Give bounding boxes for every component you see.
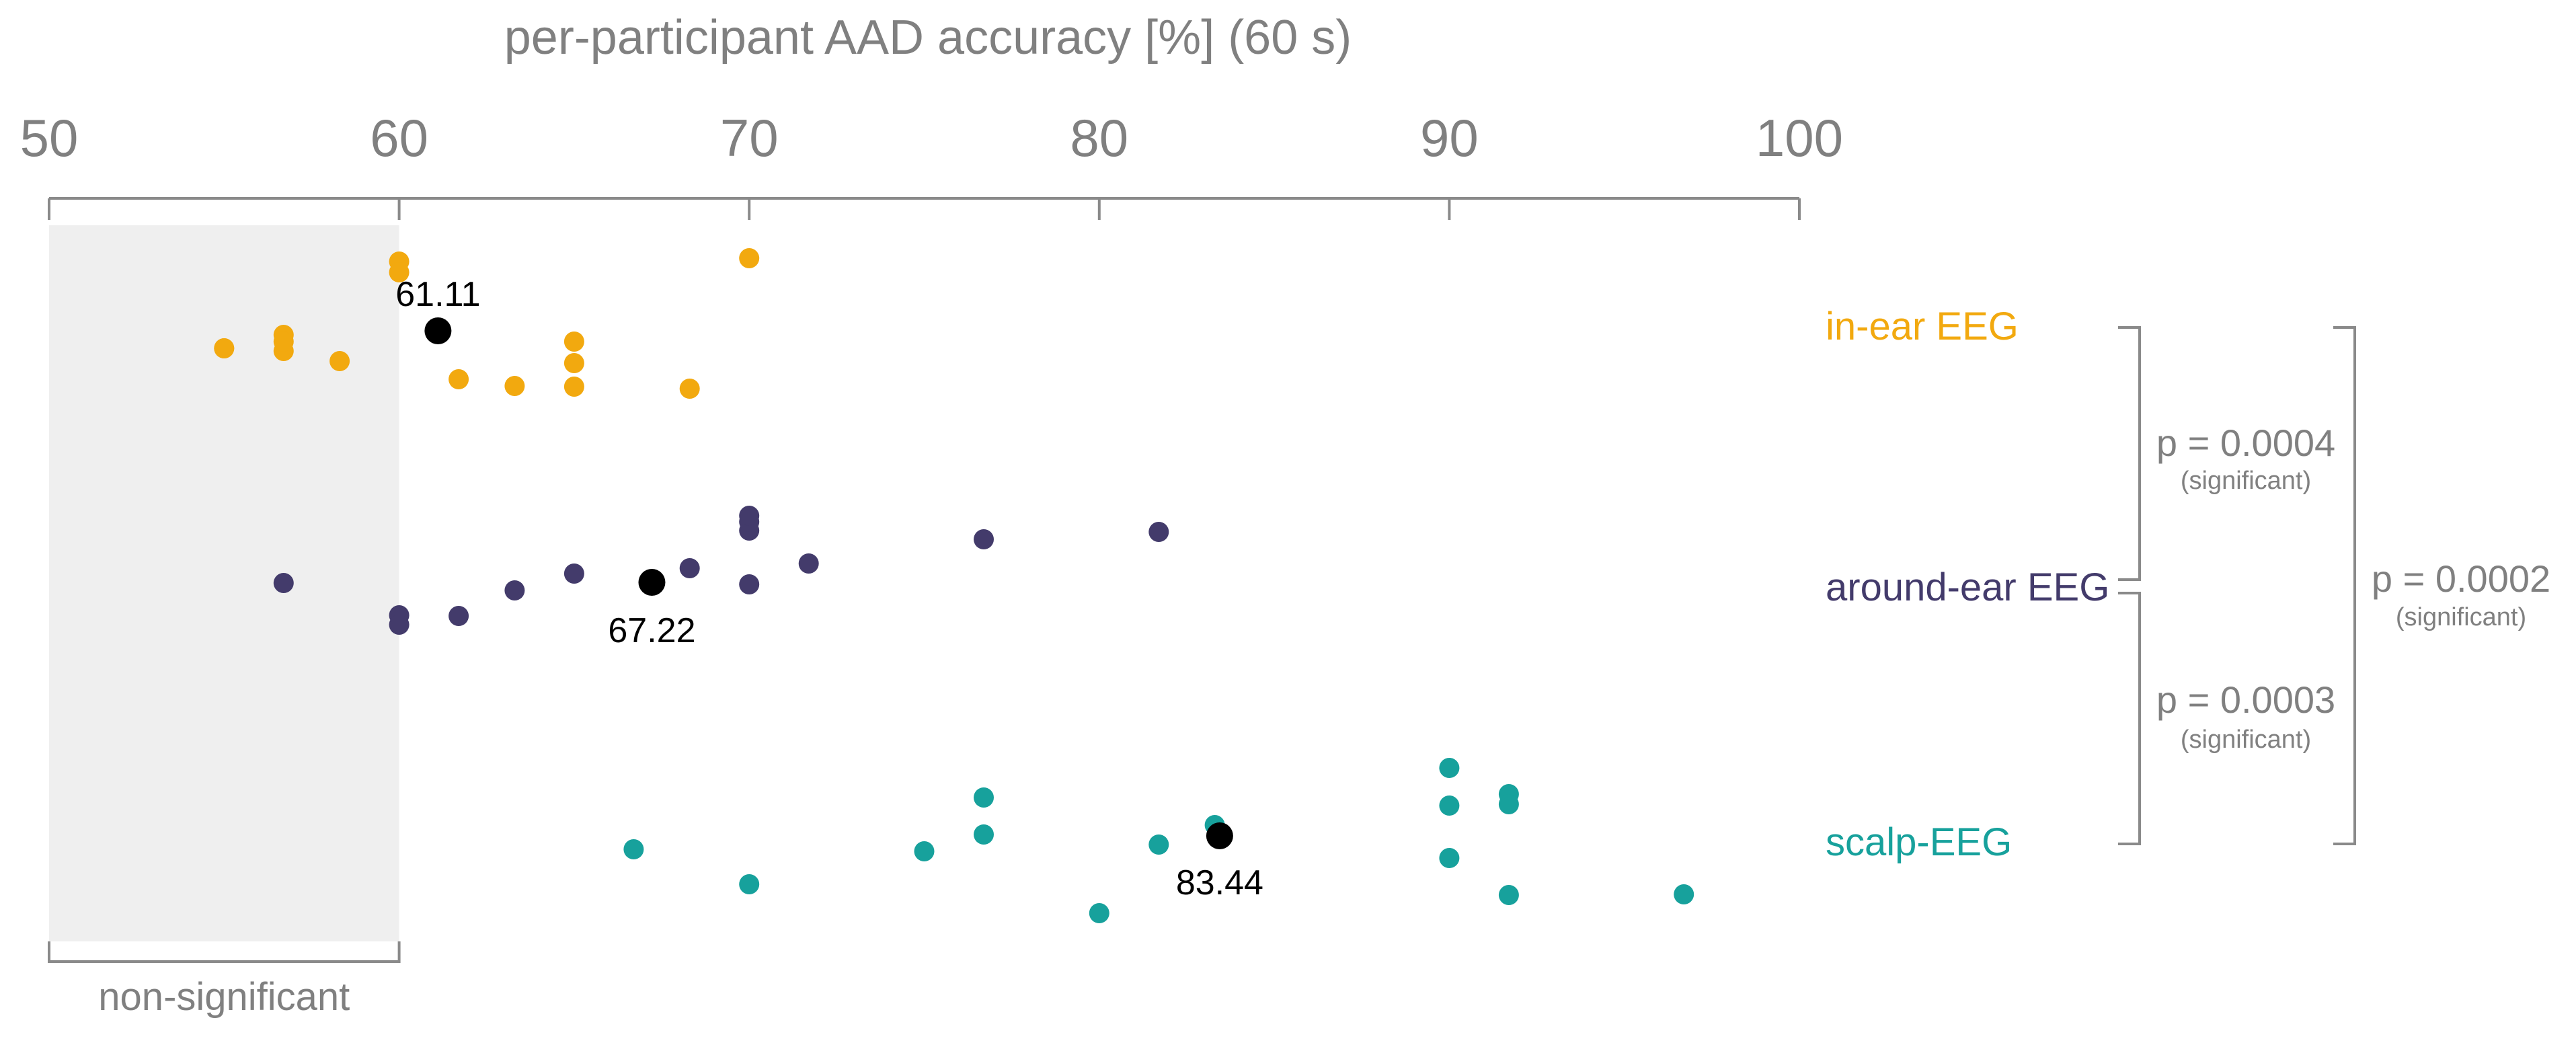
data-point — [1089, 903, 1109, 923]
data-point — [1439, 795, 1460, 816]
x-axis-title: per-participant AAD accuracy [%] (60 s) — [504, 11, 1352, 65]
x-tick-label: 50 — [20, 108, 79, 167]
bracket-in-ear-vs-scalp — [2333, 326, 2356, 845]
x-tick-label: 100 — [1756, 108, 1843, 167]
data-point — [448, 369, 469, 389]
x-tick-label: 70 — [720, 108, 779, 167]
data-point — [273, 332, 294, 352]
mean-label: 83.44 — [1176, 863, 1263, 902]
significance-note-in-ear-vs-around-ear: (significant) — [2181, 467, 2311, 495]
mean-marker — [638, 569, 666, 596]
mean-label: 67.22 — [608, 611, 695, 650]
p-value-around-ear-vs-scalp: p = 0.0003 — [2156, 678, 2335, 721]
data-point — [739, 574, 760, 594]
data-point — [273, 573, 294, 593]
data-point — [1498, 885, 1519, 905]
data-point — [739, 874, 760, 894]
series-label-in-ear: in-ear EEG — [1826, 305, 2019, 348]
data-point — [1439, 758, 1460, 778]
x-axis-ticks: 50 60 70 80 90 100 — [20, 108, 1843, 220]
series-label-scalp: scalp-EEG — [1826, 820, 2012, 864]
p-value-in-ear-vs-around-ear: p = 0.0004 — [2156, 422, 2335, 464]
data-point — [329, 351, 350, 371]
non-significant-bracket — [48, 941, 401, 963]
data-point — [563, 377, 584, 397]
x-tick-label: 60 — [370, 108, 428, 167]
data-point — [563, 564, 584, 584]
data-point — [679, 558, 700, 578]
data-point — [504, 376, 525, 396]
series-label-around-ear: around-ear EEG — [1826, 566, 2109, 609]
non-significant-region — [49, 225, 399, 941]
mean-marker — [424, 317, 452, 344]
data-point — [1674, 884, 1694, 904]
data-point — [679, 379, 700, 399]
mean-marker — [1206, 822, 1233, 849]
bracket-in-ear-vs-around-ear — [2118, 326, 2141, 581]
p-value-in-ear-vs-scalp: p = 0.0002 — [2372, 557, 2550, 600]
data-point — [389, 262, 409, 282]
data-point — [1148, 834, 1169, 855]
data-point — [214, 338, 235, 358]
data-point — [739, 506, 760, 526]
data-point — [1148, 522, 1169, 542]
data-point — [623, 839, 644, 859]
x-tick-label: 90 — [1420, 108, 1479, 167]
significance-note-around-ear-vs-scalp: (significant) — [2181, 726, 2311, 754]
data-point — [448, 606, 469, 626]
data-point — [563, 332, 584, 352]
data-point — [974, 824, 994, 845]
mean-markers: 61.11 67.22 83.44 — [395, 275, 1263, 902]
bracket-connector — [2118, 578, 2140, 594]
bracket-around-ear-vs-scalp — [2118, 592, 2141, 845]
data-point — [798, 553, 819, 574]
significance-note-in-ear-vs-scalp: (significant) — [2396, 603, 2526, 631]
mean-label: 61.11 — [395, 275, 480, 314]
x-tick-label: 80 — [1070, 108, 1128, 167]
data-point — [974, 787, 994, 808]
data-point — [914, 841, 935, 861]
data-point — [739, 248, 760, 268]
data-point — [974, 529, 994, 549]
data-points — [214, 248, 1694, 923]
data-point — [1439, 848, 1460, 868]
data-point — [389, 615, 409, 635]
data-point — [504, 580, 525, 600]
non-significant-label: non-significant — [98, 975, 350, 1019]
data-point — [563, 353, 584, 373]
data-point — [1498, 794, 1519, 814]
